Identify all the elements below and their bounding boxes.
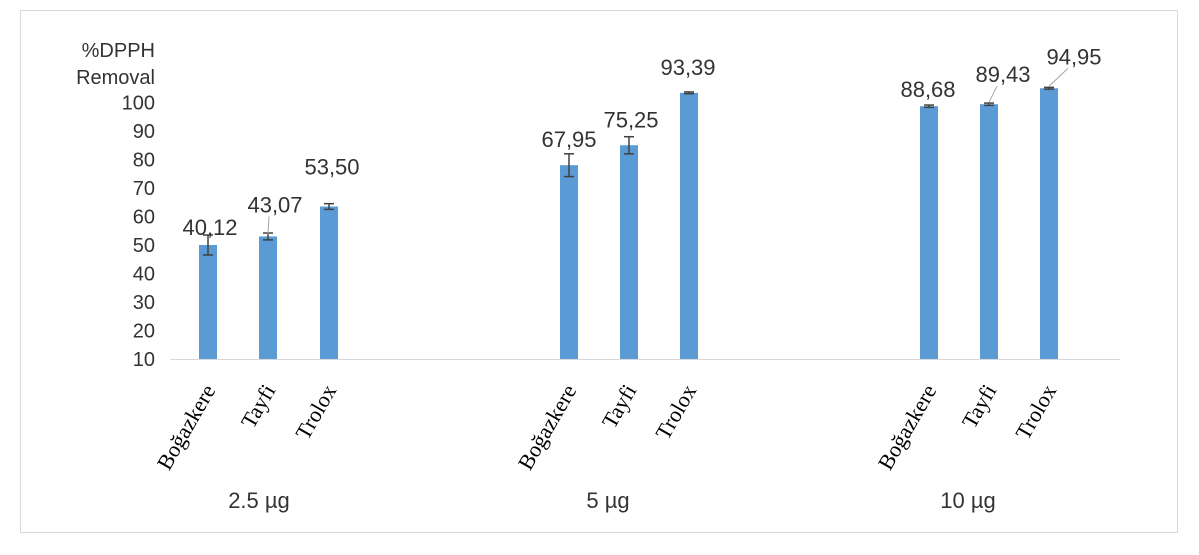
data-label: 89,43	[975, 62, 1030, 87]
chart-frame	[20, 10, 1178, 533]
y-tick-label: 100	[122, 93, 155, 115]
group-label: 10 µg	[940, 488, 996, 513]
bar	[920, 106, 938, 359]
y-tick-label: 10	[133, 349, 155, 371]
bar	[259, 236, 277, 359]
data-label: 40,12	[182, 215, 237, 240]
y-axis: 10 20 30 40 50 60 70 80 90 100	[122, 93, 155, 372]
y-tick-label: 20	[133, 321, 155, 343]
data-label-leader	[1048, 67, 1069, 87]
y-axis-label-line-2: Removal	[76, 67, 155, 89]
data-label: 94,95	[1046, 44, 1101, 69]
y-tick-label: 40	[133, 264, 155, 286]
group-label: 2.5 µg	[228, 488, 290, 513]
data-label: 53,50	[304, 155, 359, 180]
y-tick-label: 60	[133, 207, 155, 229]
bar	[199, 245, 217, 359]
y-tick-label: 30	[133, 292, 155, 314]
bar	[1040, 88, 1058, 359]
y-tick-label: 80	[133, 150, 155, 172]
bar	[560, 165, 578, 359]
y-tick-label: 90	[133, 121, 155, 143]
data-label-leader	[267, 216, 270, 235]
data-label: 67,95	[541, 127, 596, 152]
y-tick-label: 50	[133, 235, 155, 257]
data-label: 75,25	[603, 107, 658, 132]
data-label-leader	[988, 85, 998, 103]
bar	[620, 145, 638, 359]
group-labels: 2.5 µg 5 µg 10 µg	[228, 488, 996, 513]
bar	[320, 206, 338, 359]
group-label: 5 µg	[586, 488, 629, 513]
bar	[680, 92, 698, 359]
data-label: 43,07	[247, 192, 302, 217]
y-tick-label: 70	[133, 178, 155, 200]
bar	[980, 104, 998, 360]
y-axis-label-line-1: %DPPH	[82, 40, 155, 62]
data-label: 93,39	[660, 55, 715, 80]
data-label: 88,68	[900, 77, 955, 102]
